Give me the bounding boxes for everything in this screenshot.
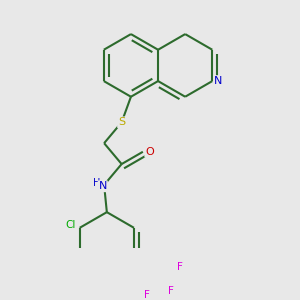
Text: S: S [118, 117, 125, 127]
Text: O: O [145, 147, 154, 157]
Text: F: F [177, 262, 183, 272]
Text: Cl: Cl [65, 220, 75, 230]
Text: H: H [93, 178, 100, 188]
Text: N: N [214, 76, 223, 86]
Text: F: F [168, 286, 174, 296]
Text: F: F [144, 290, 150, 300]
Text: N: N [99, 181, 107, 191]
